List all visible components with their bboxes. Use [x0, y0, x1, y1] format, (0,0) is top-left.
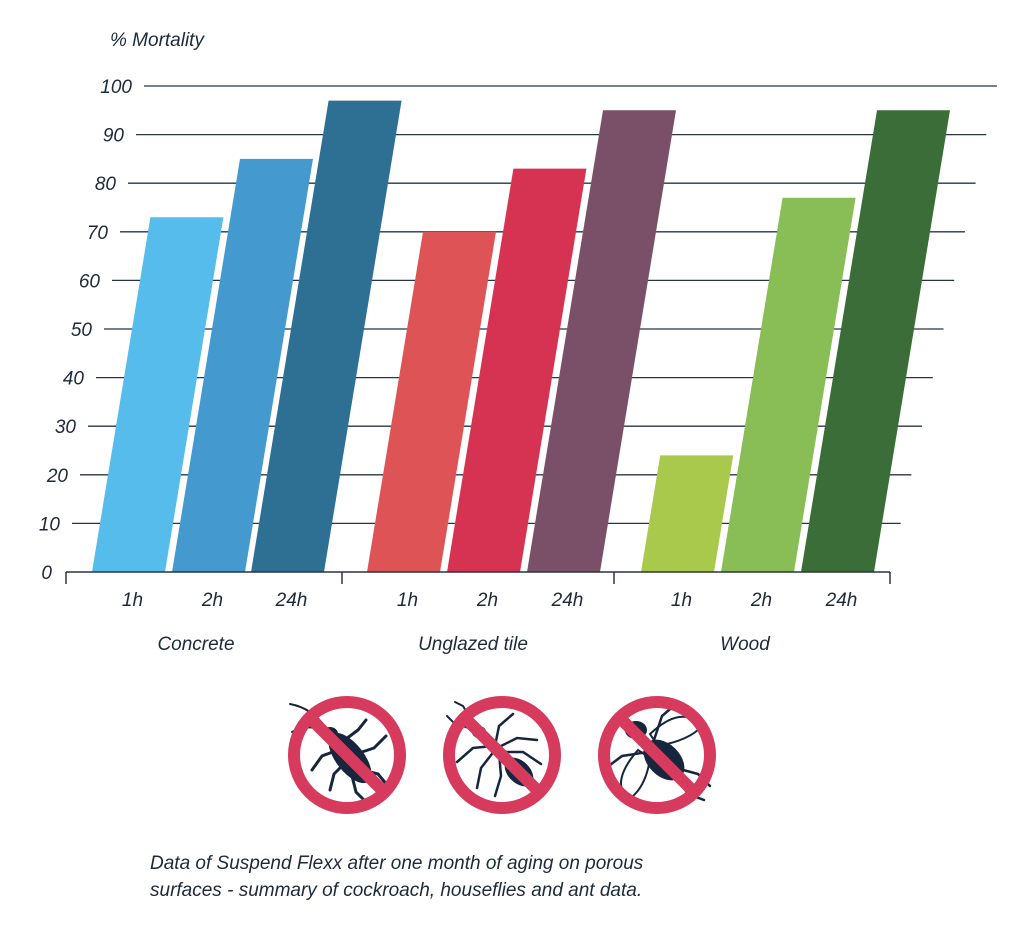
x-tick-label: 24h: [551, 590, 584, 611]
x-tick-label: 2h: [750, 590, 772, 611]
group-label: Unglazed tile: [418, 634, 528, 655]
y-tick-label: 50: [71, 320, 93, 341]
y-tick-label: 10: [39, 514, 61, 535]
no-cockroach-icon: [288, 696, 406, 814]
group-label: Concrete: [157, 634, 234, 655]
x-tick-label: 1h: [671, 590, 692, 611]
y-tick-label: 90: [103, 126, 125, 147]
y-tick-label: 100: [100, 77, 132, 98]
bar-unglazed-tile-2h: [447, 168, 587, 572]
caption-line-2: surfaces - summary of cockroach, housefl…: [150, 880, 643, 901]
y-tick-label: 70: [87, 223, 109, 244]
bar-wood-1h: [641, 455, 734, 572]
y-tick-label: 60: [79, 271, 101, 292]
bar-concrete-1h: [92, 217, 224, 572]
bar-concrete-2h: [172, 158, 313, 572]
bars: [92, 100, 950, 573]
group-label: Wood: [720, 634, 771, 655]
bar-concrete-24h: [251, 100, 402, 572]
no-housefly-icon: [598, 696, 716, 814]
y-tick-label: 20: [46, 466, 69, 487]
no-ant-icon: [443, 696, 561, 814]
insect-icons: [282, 690, 722, 820]
y-tick-label: 80: [95, 174, 117, 195]
x-tick-label: 2h: [476, 590, 498, 611]
labels: 0 10 20 30 40 50 60 70 80 90 100 1h 2h 24h Concrete 1h 2…: [39, 77, 857, 655]
x-tick-label: 1h: [397, 590, 418, 611]
mortality-bar-chart: 0 10 20 30 40 50 60 70 80 90 100 1h 2h 24h Concrete 1h 2…: [39, 30, 997, 655]
y-tick-label: 40: [63, 369, 85, 390]
bar-unglazed-tile-24h: [527, 110, 676, 573]
x-tick-label: 24h: [825, 590, 858, 611]
y-axis-label: % Mortality: [110, 30, 205, 51]
bar-wood-24h: [801, 110, 950, 573]
y-tick-label: 0: [41, 563, 52, 584]
caption-line-1: Data of Suspend Flexx after one month of…: [150, 853, 644, 874]
x-tick-label: 2h: [201, 590, 223, 611]
bar-wood-2h: [721, 197, 856, 572]
caption: Data of Suspend Flexx after one month of…: [150, 850, 870, 904]
x-tick-label: 1h: [122, 590, 143, 611]
bar-unglazed-tile-1h: [367, 231, 496, 573]
x-tick-label: 24h: [275, 590, 308, 611]
y-tick-label: 30: [55, 417, 77, 438]
axes: [65, 571, 891, 584]
